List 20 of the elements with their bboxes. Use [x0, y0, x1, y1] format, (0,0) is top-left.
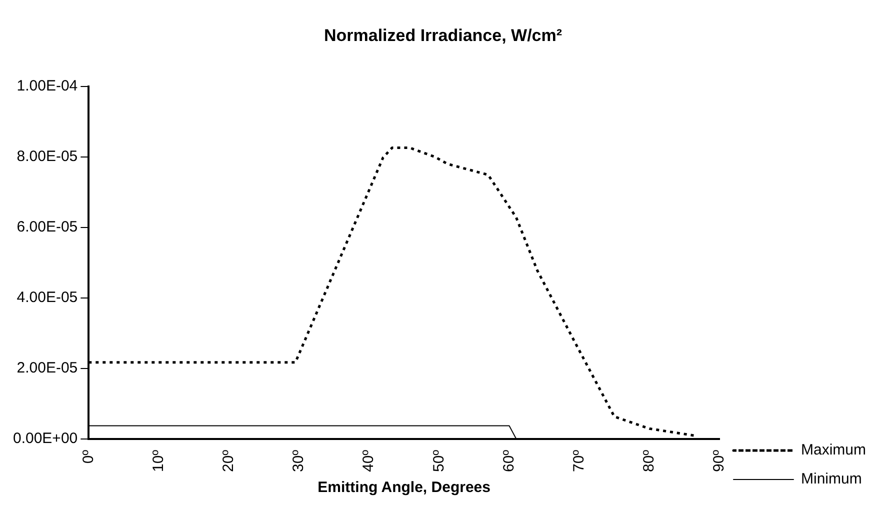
x-tick-label: 70º	[570, 449, 588, 472]
x-tick-label: 0º	[80, 449, 97, 464]
x-tick-label: 40º	[360, 449, 378, 472]
y-tick-label: 6.00E-05	[16, 218, 78, 236]
legend-label: Maximum	[801, 442, 866, 459]
x-tick-label: 20º	[220, 449, 237, 472]
chart-title: Normalized Irradiance, W/cm²	[324, 26, 562, 45]
y-tick-label: 0.00E+00	[12, 430, 78, 447]
x-axis-title: Emitting Angle, Degrees	[318, 479, 490, 496]
x-tick-label: 50º	[430, 449, 448, 472]
legend-label: Minimum	[801, 470, 862, 488]
x-tick-label: 30º	[290, 449, 308, 472]
y-tick-label: 2.00E-05	[16, 359, 78, 376]
x-tick-label: 10º	[150, 449, 167, 472]
y-tick-label: 4.00E-05	[16, 289, 78, 306]
y-tick-label: 1.00E-04	[16, 78, 78, 95]
y-tick-label: 8.00E-05	[16, 148, 78, 166]
x-tick-label: 80º	[640, 449, 658, 472]
x-tick-label: 90º	[710, 449, 728, 472]
x-tick-label: 60º	[500, 449, 518, 472]
